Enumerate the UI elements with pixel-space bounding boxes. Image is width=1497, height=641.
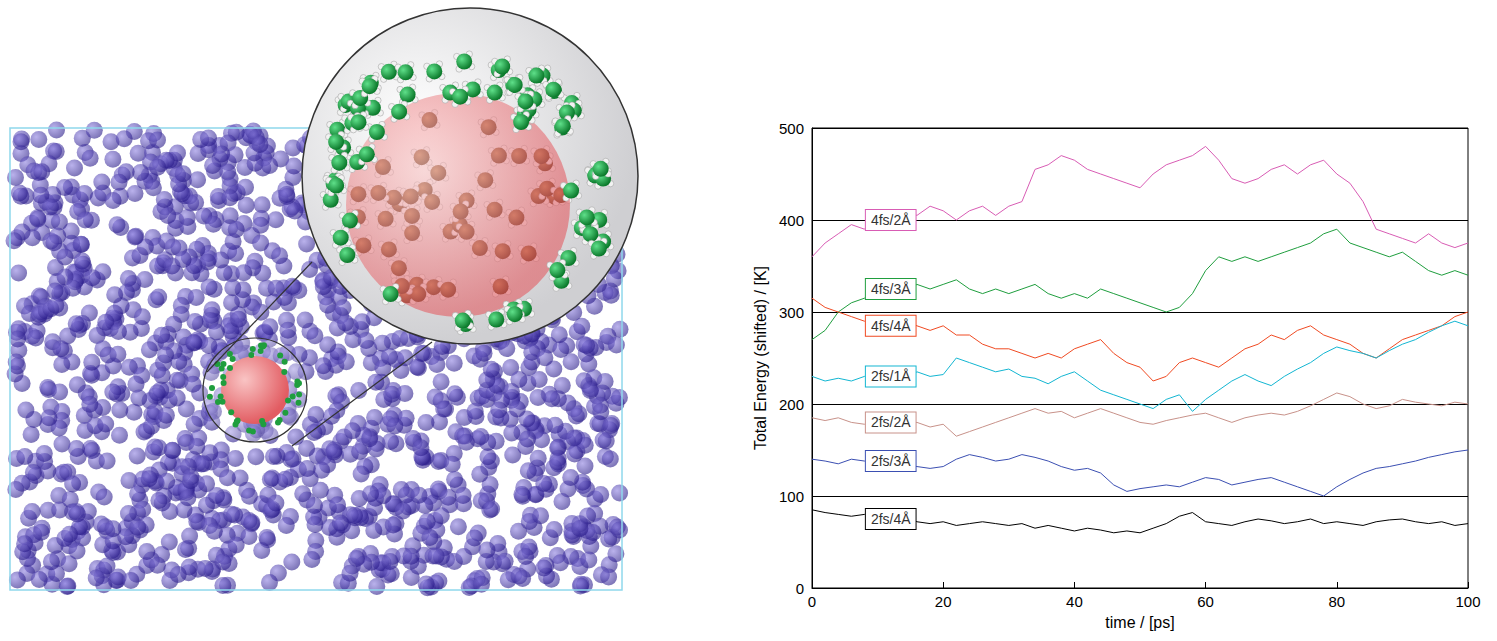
svg-text:80: 80 [1328, 593, 1345, 610]
svg-text:0: 0 [808, 593, 816, 610]
svg-text:100: 100 [779, 488, 804, 505]
svg-text:2fs/1Å: 2fs/1Å [871, 368, 911, 384]
svg-text:20: 20 [935, 593, 952, 610]
svg-text:300: 300 [779, 304, 804, 321]
svg-text:Total Energy (shifted) / [K]: Total Energy (shifted) / [K] [752, 266, 769, 450]
svg-text:40: 40 [1066, 593, 1083, 610]
svg-text:0: 0 [796, 580, 804, 597]
svg-text:2fs/3Å: 2fs/3Å [871, 453, 911, 469]
svg-text:2fs/2Å: 2fs/2Å [871, 414, 911, 430]
svg-text:200: 200 [779, 396, 804, 413]
svg-text:4fs/2Å: 4fs/2Å [871, 212, 911, 228]
svg-text:500: 500 [779, 120, 804, 137]
svg-text:time / [ps]: time / [ps] [1105, 614, 1174, 631]
svg-text:400: 400 [779, 212, 804, 229]
svg-text:100: 100 [1455, 593, 1480, 610]
svg-text:4fs/3Å: 4fs/3Å [871, 281, 911, 297]
svg-text:2fs/4Å: 2fs/4Å [871, 511, 911, 527]
svg-text:4fs/4Å: 4fs/4Å [871, 318, 911, 334]
svg-text:60: 60 [1197, 593, 1214, 610]
